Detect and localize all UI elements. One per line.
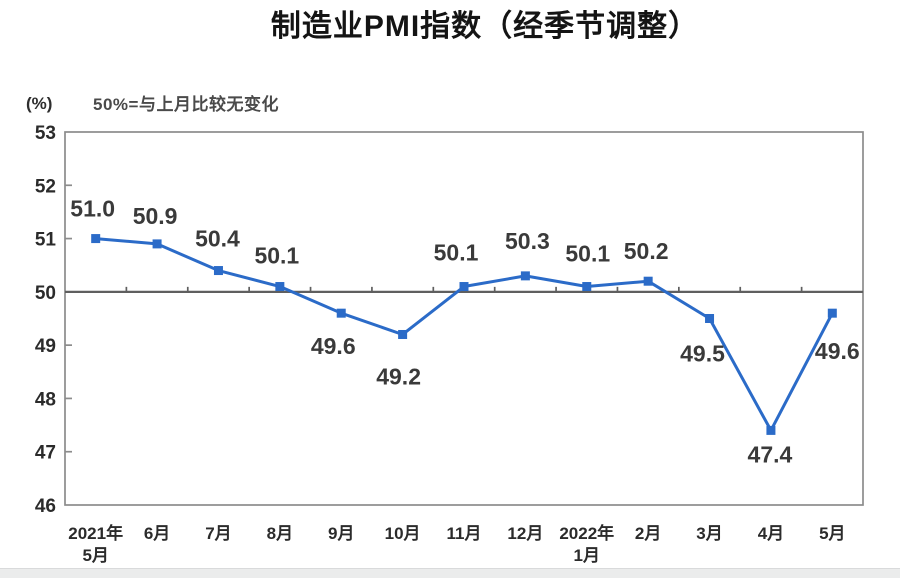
x-axis-label: 2022年 — [559, 523, 614, 543]
data-point-marker — [213, 266, 223, 276]
data-point-marker — [520, 271, 530, 281]
y-axis-tick-label: 52 — [35, 176, 56, 197]
data-point-label: 49.5 — [680, 341, 725, 367]
x-axis-label: 12月 — [507, 524, 543, 543]
data-point-label: 50.2 — [624, 238, 669, 264]
data-point-marker — [336, 308, 346, 318]
data-point-label: 50.9 — [133, 203, 178, 229]
page-bottom-strip — [0, 568, 900, 578]
data-point-marker — [459, 282, 469, 292]
data-point-label: 50.1 — [434, 240, 479, 266]
y-axis-tick-label: 49 — [35, 336, 56, 357]
x-axis-label: 9月 — [328, 524, 354, 543]
y-axis-unit-label: (%) — [26, 94, 53, 113]
y-axis-tick-label: 51 — [35, 230, 57, 251]
plot-border — [64, 131, 864, 506]
data-point-label: 50.3 — [505, 228, 550, 254]
x-axis-label: 2月 — [635, 524, 661, 543]
data-point-marker — [705, 314, 715, 323]
x-axis-label: 5月 — [819, 524, 845, 543]
x-axis-label: 8月 — [267, 524, 293, 543]
data-point-label: 49.6 — [311, 333, 356, 359]
data-point-marker — [152, 239, 162, 249]
x-axis-label: 1月 — [574, 546, 600, 565]
data-point-label: 50.1 — [254, 243, 299, 269]
y-axis-tick-label: 47 — [35, 443, 56, 464]
y-axis-tick-label: 48 — [35, 389, 56, 410]
x-axis-label: 4月 — [758, 524, 784, 543]
x-axis-label: 5月 — [82, 546, 108, 565]
data-point-label: 47.4 — [748, 441, 793, 467]
data-point-label: 49.2 — [376, 363, 421, 389]
x-axis-label: 11月 — [447, 524, 482, 543]
x-axis-label: 6月 — [144, 524, 170, 543]
data-point-marker — [275, 282, 285, 292]
data-point-label: 50.1 — [565, 241, 610, 267]
y-axis-tick-label: 46 — [35, 496, 56, 517]
data-point-label: 50.4 — [195, 226, 240, 252]
data-point-marker — [643, 276, 653, 286]
data-point-marker — [766, 425, 776, 435]
x-axis-label: 10月 — [385, 524, 421, 543]
x-axis-label: 3月 — [696, 524, 722, 543]
x-axis-label: 2021年 — [68, 523, 123, 543]
data-point-label: 49.6 — [815, 338, 860, 364]
chart-title: 制造业PMI指数（经季节调整） — [270, 10, 700, 43]
x-axis-label: 7月 — [205, 524, 231, 543]
data-point-marker — [398, 329, 408, 339]
data-point-marker — [827, 308, 837, 318]
y-axis-tick-label: 53 — [35, 123, 56, 144]
data-point-label: 51.0 — [70, 196, 115, 222]
pmi-series-line — [94, 237, 834, 432]
chart-subtitle: 50%=与上月比较无变化 — [93, 95, 279, 114]
data-point-marker — [582, 282, 592, 292]
data-point-marker — [91, 234, 101, 244]
y-axis-tick-label: 50 — [35, 283, 56, 304]
